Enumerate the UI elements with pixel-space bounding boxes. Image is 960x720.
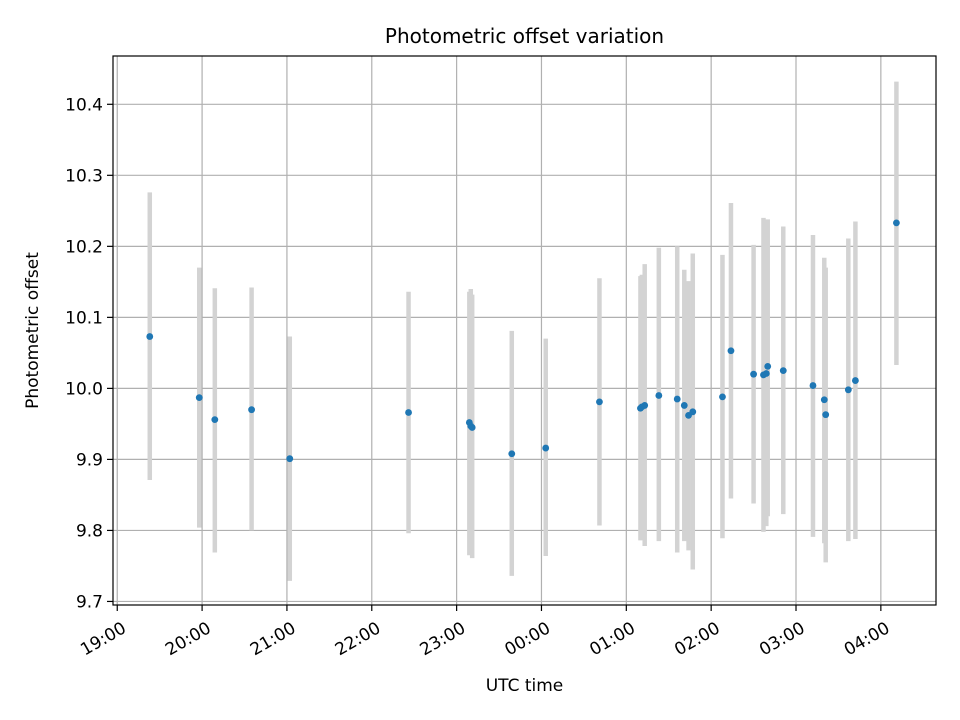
y-tick-label: 10.1	[65, 308, 103, 328]
plot-frame	[112, 55, 937, 606]
data-point	[844, 386, 852, 394]
chart-title: Photometric offset variation	[385, 24, 664, 48]
data-point	[405, 409, 412, 416]
y-tick-label: 10.2	[65, 237, 103, 257]
data-point	[822, 411, 830, 419]
y-tick-label: 9.7	[76, 592, 103, 612]
y-tick-label: 9.9	[76, 450, 103, 470]
data-point	[764, 362, 772, 370]
y-axis-title: Photometric offset	[23, 252, 43, 409]
data-point	[689, 408, 697, 416]
data-point	[146, 333, 154, 340]
data-point	[542, 444, 550, 452]
y-axis: 9.7 9.8 9.9 10.0 10.1 10.2 10.3 10.4	[65, 95, 113, 612]
data-point	[508, 450, 516, 458]
data-point	[195, 394, 203, 402]
y-tick-label: 10.4	[65, 95, 103, 115]
data-point	[727, 347, 735, 355]
data-point	[680, 402, 688, 409]
data-point	[719, 393, 726, 401]
data-point	[468, 424, 476, 431]
y-tick-label: 10.0	[65, 379, 103, 399]
y-tick-label: 9.8	[76, 521, 103, 541]
data-point	[809, 382, 817, 389]
data-point	[820, 396, 828, 404]
y-tick-label: 10.3	[65, 166, 103, 186]
grid-lines	[113, 56, 936, 605]
data-points	[146, 219, 900, 463]
data-point	[655, 392, 663, 399]
data-point	[893, 219, 900, 227]
data-point	[762, 370, 770, 377]
data-point	[596, 398, 603, 406]
data-point	[673, 395, 681, 403]
data-point	[641, 402, 649, 409]
data-point	[779, 367, 787, 375]
x-axis-title: UTC time	[486, 676, 564, 696]
data-point	[211, 416, 219, 424]
data-point	[851, 377, 859, 384]
data-point	[248, 406, 255, 414]
data-point	[750, 370, 757, 378]
data-point	[286, 455, 294, 463]
